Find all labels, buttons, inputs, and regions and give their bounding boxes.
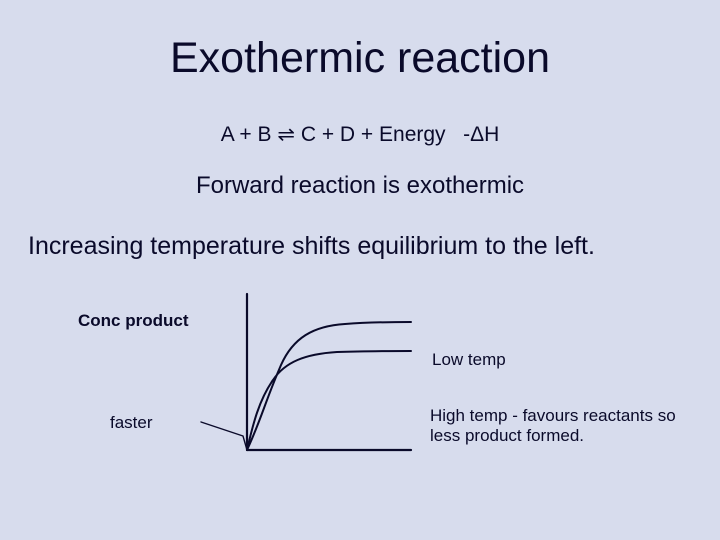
equation-rhs: C + D + Energy	[301, 123, 446, 146]
chart-annotation-faster: faster	[110, 413, 153, 433]
concentration-vs-time-chart	[195, 290, 415, 460]
forward-reaction-statement: Forward reaction is exothermic	[0, 172, 720, 200]
slide: Exothermic reaction A + B ⇌ C + D + Ener…	[0, 0, 720, 540]
equation-lhs: A + B	[221, 123, 272, 146]
series-label-low-temp: Low temp	[432, 350, 506, 370]
chart-y-axis-label: Conc product	[78, 311, 189, 331]
reaction-equation: A + B ⇌ C + D + Energy -ΔH	[0, 122, 720, 147]
delta-h: -ΔH	[463, 123, 499, 146]
slide-title: Exothermic reaction	[0, 34, 720, 83]
equilibrium-arrow-icon: ⇌	[277, 123, 295, 146]
series-label-high-temp: High temp - favours reactants so less pr…	[430, 406, 690, 447]
temperature-shift-statement: Increasing temperature shifts equilibriu…	[28, 232, 595, 261]
